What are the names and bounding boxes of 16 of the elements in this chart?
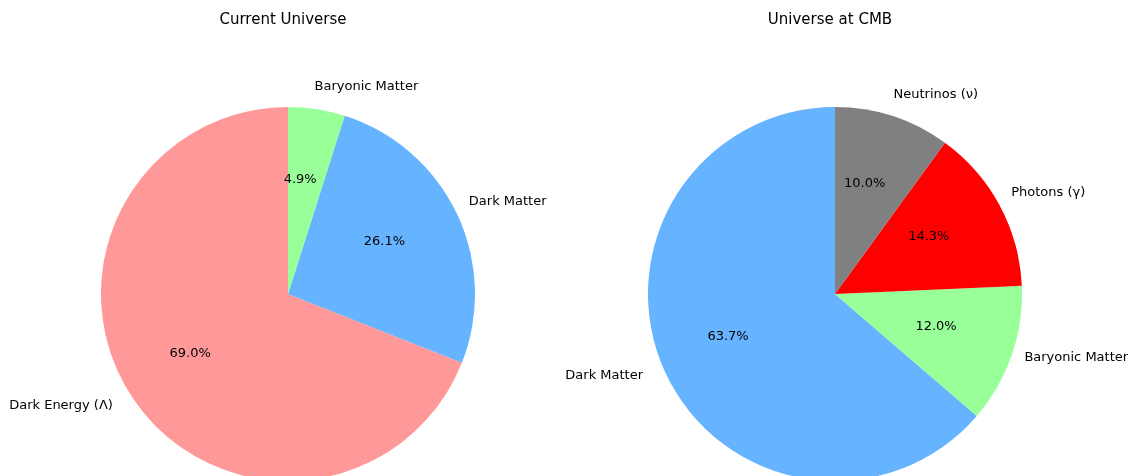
data-label: 69.0%: [169, 344, 211, 360]
data-label: 4.9%: [283, 170, 317, 186]
slice-label: Dark Matter: [565, 367, 644, 383]
slice-label: Photons (γ): [1011, 184, 1086, 200]
data-label: 10.0%: [844, 174, 886, 190]
slice-label: Dark Energy (Λ): [9, 397, 113, 413]
data-label: 26.1%: [363, 233, 406, 249]
chart-title: Universe at CMB: [766, 10, 894, 28]
data-label: 14.3%: [908, 228, 950, 244]
slice-label: Baryonic Matter: [1024, 348, 1129, 364]
slice-label: Baryonic Matter: [314, 78, 419, 94]
slice-label: Dark Matter: [468, 193, 548, 209]
data-label: 63.7%: [707, 328, 749, 344]
data-label: 12.0%: [915, 318, 957, 334]
chart-title: Current Universe: [218, 10, 348, 28]
slice-label: Neutrinos (ν): [893, 85, 979, 101]
